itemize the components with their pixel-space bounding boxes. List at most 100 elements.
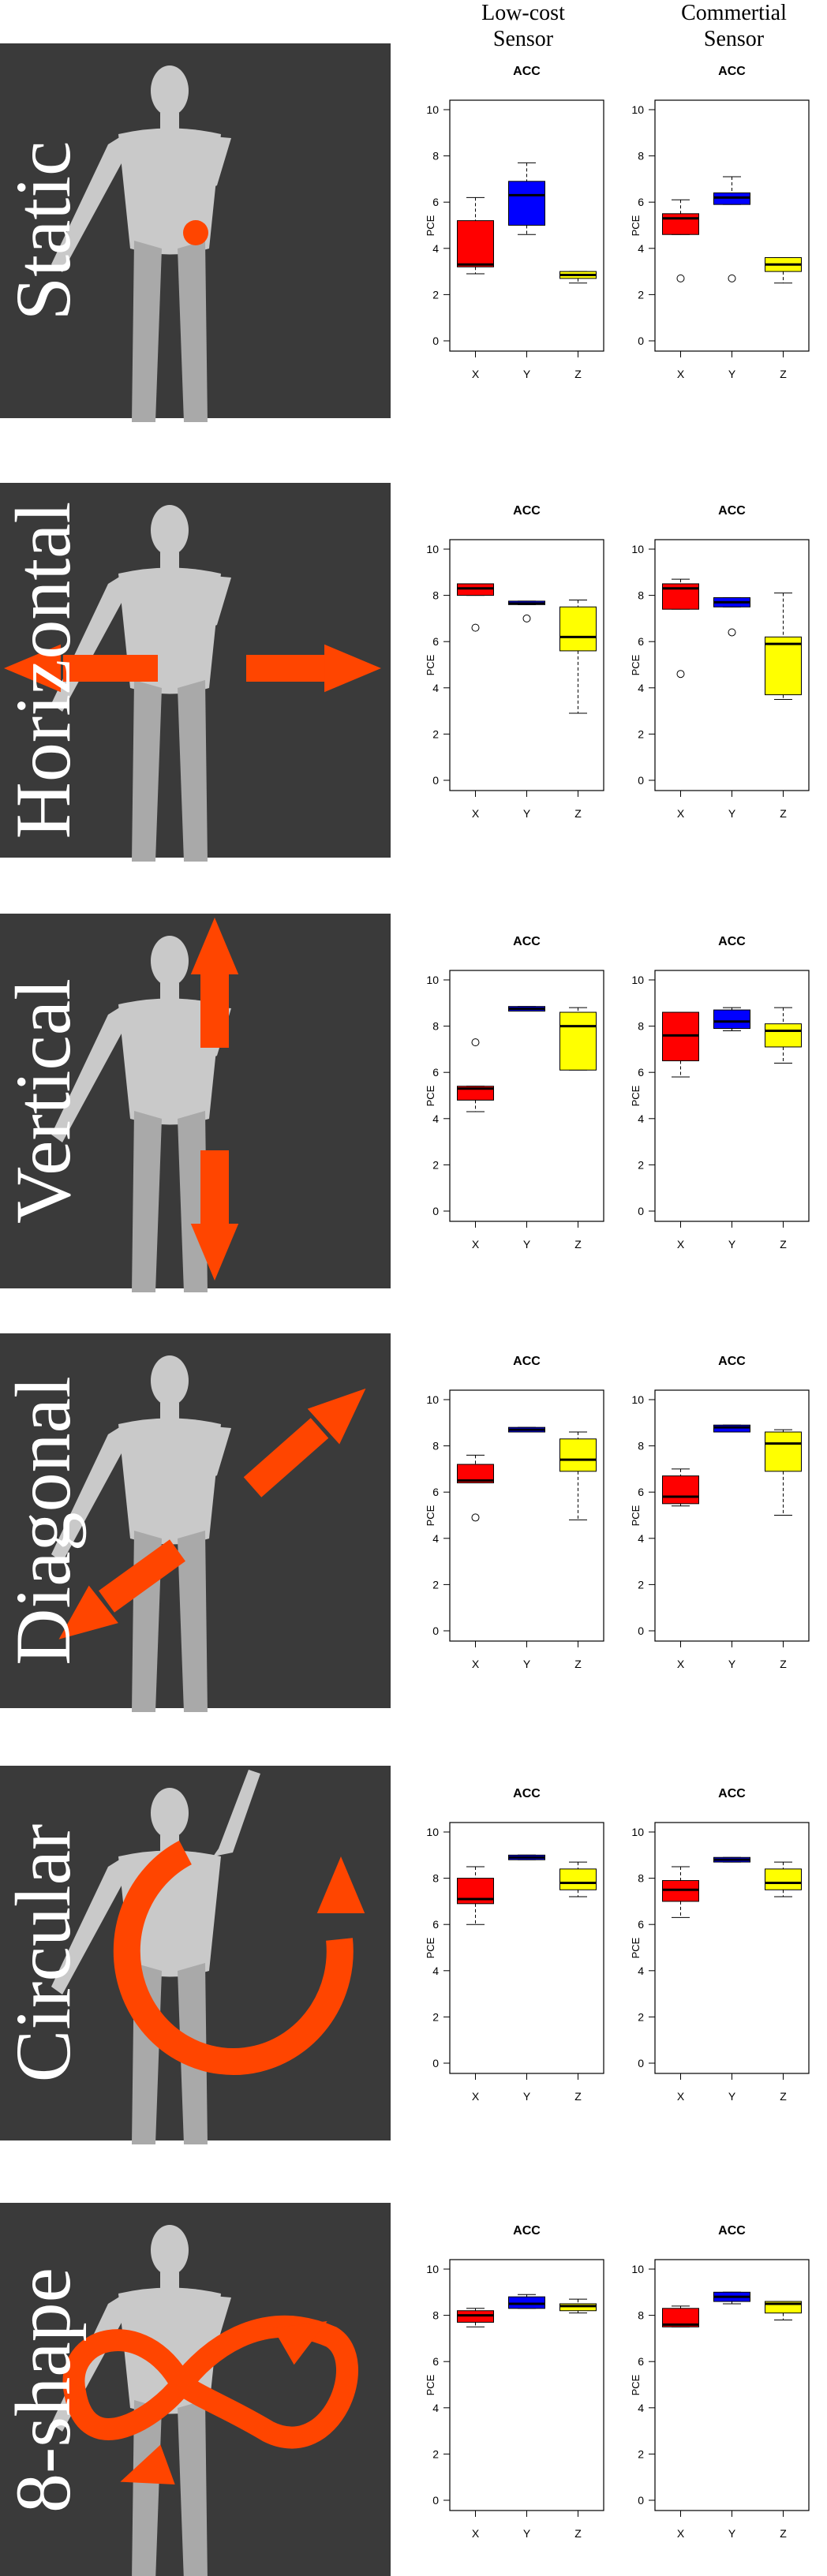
y-tick-label: 8 [432,589,439,602]
y-tick-label: 2 [432,1578,439,1591]
outlier-point [471,1038,480,1047]
y-tick-label: 0 [432,774,439,787]
figure-left-arm [51,1007,122,1142]
x-tick-label: Z [780,2527,787,2540]
box-body [765,1023,802,1048]
box-body [765,636,802,696]
outlier-point [522,614,531,623]
y-tick-label: 2 [432,727,439,740]
row-label: Horizontal [0,502,87,839]
x-tick-label: X [677,2527,685,2540]
outlier-point [728,628,736,637]
figure-eight-path [62,2315,358,2449]
chart-title: ACC [718,935,746,948]
y-tick-label: 0 [432,1205,439,1217]
chart-title: ACC [718,504,746,518]
y-tick-label: 10 [631,974,644,986]
x-tick-label: X [677,1238,685,1251]
x-tick-label: Z [574,807,582,820]
y-tick-label: 8 [638,2309,644,2322]
box-Y [508,1854,545,1860]
y-tick-label: 2 [638,1158,644,1171]
box-X [662,2305,699,2327]
chart-title: ACC [513,1355,541,1368]
box-body [559,1438,597,1472]
box-Y [713,1007,750,1031]
x-tick-label: X [677,2090,685,2103]
y-tick-label: 2 [432,288,439,301]
y-tick-label: 4 [432,1532,439,1545]
y-tick-label: 8 [432,1872,439,1885]
plot-frame [449,539,604,791]
x-tick-label: Y [728,2090,736,2103]
y-axis-label: PCE [630,654,642,675]
box-X [662,199,699,282]
column-header-commertial-line2: Sensor [703,27,765,51]
y-tick-label: 4 [432,682,439,694]
y-tick-label: 4 [638,2402,644,2414]
chart-title: ACC [513,65,541,78]
column-header-commertial: Commertial Sensor [667,0,801,52]
y-tick-label: 2 [432,1158,439,1171]
x-tick-label: Z [574,1238,582,1251]
box-body [457,220,494,267]
figure-left-leg [132,241,162,422]
y-tick-label: 6 [432,1066,439,1079]
circular-arrow-path [113,1840,354,2075]
y-tick-label: 10 [631,1826,644,1838]
y-tick-label: 6 [638,1486,644,1498]
figure-head [151,505,189,555]
box-X [457,583,494,632]
outlier-point [471,623,480,632]
x-tick-label: Y [523,368,531,380]
box-body [662,1475,699,1505]
figure-left-leg [132,680,162,862]
figure-torso [118,1418,221,1545]
y-tick-label: 6 [432,2355,439,2368]
x-tick-label: Z [780,1238,787,1251]
x-tick-label: X [472,807,480,820]
up-right-arrow-shaft [243,1418,329,1497]
figure-eight-arrow-head-2 [120,2444,175,2485]
y-tick-label: 2 [638,2447,644,2460]
plot-frame [449,1822,604,2074]
x-tick-label: X [472,2527,480,2540]
y-tick-label: 6 [432,1486,439,1498]
right-arrow-icon [324,644,381,693]
figure-head [151,936,189,986]
figure-left-leg [132,1111,162,1292]
row-circular: Circular ACC PCE 0 2 4 6 8 10 X Y Z ACC PCE 0 2 4 6 8 10 X Y Z [0,1766,810,2144]
y-tick-label: 0 [432,335,439,347]
y-tick-label: 6 [638,196,644,208]
box-Y [713,1856,750,1863]
y-tick-label: 2 [638,2010,644,2023]
y-tick-label: 4 [432,242,439,255]
y-tick-label: 4 [638,242,644,255]
figure-torso [118,998,221,1125]
y-tick-label: 8 [432,1020,439,1033]
x-tick-label: Y [523,1658,531,1670]
figure-right-leg [178,1531,208,1712]
x-tick-label: X [677,1658,685,1670]
y-tick-label: 8 [432,150,439,163]
y-axis-label: PCE [425,1937,436,1958]
y-tick-label: 8 [638,589,644,602]
box-body [559,606,597,652]
y-tick-label: 6 [432,1918,439,1931]
box-X [457,196,494,275]
column-header-low-cost-line1: Low-cost [481,1,565,25]
x-tick-label: X [472,2090,480,2103]
down-arrow-icon [190,1224,239,1281]
y-tick-label: 6 [638,1918,644,1931]
figure-right-arm [187,136,231,197]
figure-right-arm [187,2296,231,2357]
row-label: 8-shape [0,2268,87,2513]
x-tick-label: Y [728,368,736,380]
box-Z [765,257,802,284]
y-tick-label: 10 [426,974,439,986]
box-body [765,1431,802,1472]
box-X [457,2308,494,2327]
box-Y [713,176,750,282]
x-tick-label: Z [780,807,787,820]
box-Z [559,599,597,714]
